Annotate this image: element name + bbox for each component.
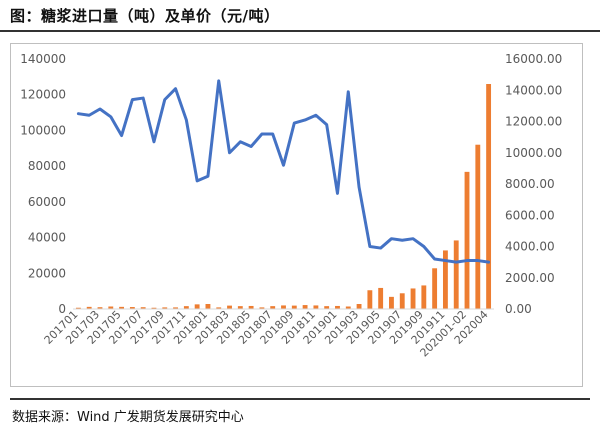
volume-bar <box>432 268 438 309</box>
y-left-tick-label: 100000 <box>20 123 66 137</box>
volume-bar <box>270 306 276 309</box>
volume-bar <box>389 296 394 309</box>
volume-bar <box>367 290 373 309</box>
right-y-axis: 0.00 2000.00 4000.00 6000.00 8000.00 10000.00… <box>505 52 562 316</box>
volume-bar <box>216 307 222 309</box>
y-left-tick-label: 0 <box>58 302 66 316</box>
volume-bar <box>345 306 351 309</box>
volume-bar <box>302 305 308 309</box>
y-right-tick-label: 4000.00 <box>505 240 555 254</box>
volume-bar <box>248 305 254 309</box>
figure-title: 图：糖浆进口量（吨）及单价（元/吨） <box>10 7 280 25</box>
volume-bar <box>86 306 92 309</box>
volume-bar <box>162 307 168 309</box>
chart-frame <box>10 43 583 387</box>
volume-bar <box>205 304 211 309</box>
volume-bar <box>237 306 243 309</box>
y-left-tick-label: 20000 <box>28 266 66 280</box>
y-left-tick-label: 140000 <box>20 52 66 66</box>
source-note-bar: 数据来源：Wind 广发期货发展研究中心 <box>10 398 590 428</box>
volume-bar <box>194 304 200 309</box>
volume-bar <box>453 240 459 309</box>
volume-bar <box>129 307 135 309</box>
volume-bar <box>119 306 125 309</box>
y-right-tick-label: 2000.00 <box>505 271 555 285</box>
volume-bar <box>486 84 492 309</box>
volume-bar <box>281 305 286 309</box>
y-right-tick-label: 8000.00 <box>505 177 555 191</box>
import-volume-bars <box>75 84 492 309</box>
volume-bar <box>151 307 157 309</box>
y-right-tick-label: 16000.00 <box>505 52 562 66</box>
volume-bar <box>410 288 416 309</box>
x-axis: 2017012017032017052017072017092017112018… <box>42 308 494 360</box>
figure-title-bar: 图：糖浆进口量（吨）及单价（元/吨） <box>0 0 600 32</box>
volume-bar <box>183 306 189 309</box>
y-right-tick-label: 14000.00 <box>505 83 562 97</box>
volume-bar <box>140 307 146 309</box>
volume-bar <box>356 304 362 309</box>
source-note: 数据来源：Wind 广发期货发展研究中心 <box>12 410 244 425</box>
y-right-tick-label: 12000.00 <box>505 115 562 129</box>
volume-bar <box>335 305 340 309</box>
unit-price-line <box>76 79 491 264</box>
volume-bar <box>75 307 81 309</box>
y-left-tick-label: 60000 <box>28 195 66 209</box>
volume-bar <box>259 307 265 309</box>
volume-bar <box>97 307 103 309</box>
volume-bar <box>227 305 232 309</box>
y-right-tick-label: 6000.00 <box>505 208 555 222</box>
volume-bar <box>399 293 405 309</box>
volume-bar <box>464 171 470 309</box>
y-right-tick-label: 0.00 <box>505 302 532 316</box>
y-right-tick-label: 10000.00 <box>505 146 562 160</box>
volume-bar <box>291 305 297 309</box>
y-left-tick-label: 80000 <box>28 159 66 173</box>
volume-bar <box>475 144 481 309</box>
volume-bar <box>442 250 448 309</box>
volume-bar <box>108 306 114 309</box>
volume-bar <box>421 285 427 309</box>
y-left-tick-label: 40000 <box>28 231 66 245</box>
volume-bar <box>173 307 178 309</box>
combo-chart: 020000400006000080000100000120000140000 … <box>20 52 562 360</box>
left-y-axis: 0 20000 40000 60000 80000 100000 120000 140000 <box>20 52 66 316</box>
volume-bar <box>378 287 384 309</box>
price-line <box>76 79 491 264</box>
y-left-tick-label: 120000 <box>20 88 66 102</box>
volume-bar <box>313 305 319 309</box>
volume-bar <box>324 306 330 309</box>
